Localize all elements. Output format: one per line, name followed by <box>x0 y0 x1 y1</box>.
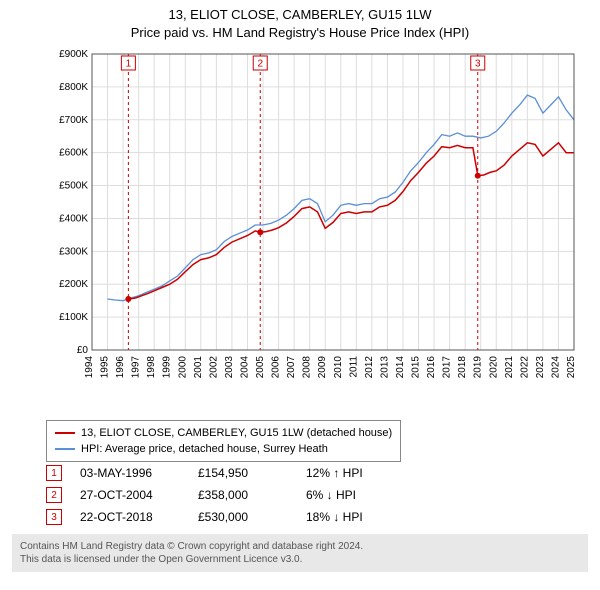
footer-line-1: Contains HM Land Registry data © Crown c… <box>20 540 580 553</box>
svg-text:2024: 2024 <box>550 356 561 378</box>
svg-text:2000: 2000 <box>177 356 188 378</box>
legend-swatch-hpi <box>55 448 75 450</box>
svg-text:1995: 1995 <box>100 356 111 378</box>
svg-text:2025: 2025 <box>566 356 577 378</box>
svg-text:2009: 2009 <box>317 356 328 378</box>
sale-delta-2: 6% ↓ HPI <box>306 488 396 502</box>
svg-text:2015: 2015 <box>411 356 422 378</box>
svg-text:2014: 2014 <box>395 356 406 378</box>
svg-text:£0: £0 <box>77 345 89 356</box>
title-block: 13, ELIOT CLOSE, CAMBERLEY, GU15 1LW Pri… <box>0 0 600 42</box>
sale-price-2: £358,000 <box>198 488 288 502</box>
chart-container: 13, ELIOT CLOSE, CAMBERLEY, GU15 1LW Pri… <box>0 0 600 590</box>
svg-text:1997: 1997 <box>131 356 142 378</box>
sale-date-3: 22-OCT-2018 <box>80 510 180 524</box>
svg-text:2018: 2018 <box>457 356 468 378</box>
svg-text:2022: 2022 <box>519 356 530 378</box>
svg-text:2023: 2023 <box>535 356 546 378</box>
svg-text:1994: 1994 <box>84 356 95 378</box>
legend-row-series: 13, ELIOT CLOSE, CAMBERLEY, GU15 1LW (de… <box>55 425 392 441</box>
svg-text:2011: 2011 <box>348 356 359 378</box>
svg-text:2004: 2004 <box>239 356 250 378</box>
svg-text:2020: 2020 <box>488 356 499 378</box>
svg-text:1998: 1998 <box>146 356 157 378</box>
svg-text:£800K: £800K <box>59 82 88 93</box>
svg-text:£500K: £500K <box>59 181 88 192</box>
svg-text:3: 3 <box>475 59 481 70</box>
svg-text:£300K: £300K <box>59 246 88 257</box>
svg-text:1996: 1996 <box>115 356 126 378</box>
sale-delta-1: 12% ↑ HPI <box>306 466 396 480</box>
svg-text:2021: 2021 <box>504 356 515 378</box>
svg-text:2013: 2013 <box>379 356 390 378</box>
svg-text:1: 1 <box>126 59 132 70</box>
svg-text:2008: 2008 <box>302 356 313 378</box>
svg-text:2016: 2016 <box>426 356 437 378</box>
sale-marker-2: 2 <box>46 487 62 503</box>
chart-area: £0 £100K £200K £300K £400K £500K £600K £700K £80… <box>46 48 580 378</box>
sales-row-1: 1 03-MAY-1996 £154,950 12% ↑ HPI <box>46 462 396 484</box>
legend-swatch-price-paid <box>55 432 75 434</box>
svg-text:2007: 2007 <box>286 356 297 378</box>
svg-text:2001: 2001 <box>193 356 204 378</box>
legend-row-hpi: HPI: Average price, detached house, Surr… <box>55 441 392 457</box>
sales-table: 1 03-MAY-1996 £154,950 12% ↑ HPI 2 27-OC… <box>46 462 396 528</box>
legend-label-hpi: HPI: Average price, detached house, Surr… <box>81 443 328 455</box>
sales-row-3: 3 22-OCT-2018 £530,000 18% ↓ HPI <box>46 506 396 528</box>
svg-text:£200K: £200K <box>59 279 88 290</box>
svg-text:£100K: £100K <box>59 312 88 323</box>
svg-text:£600K: £600K <box>59 148 88 159</box>
chart-svg: £0 £100K £200K £300K £400K £500K £600K £700K £80… <box>46 48 580 378</box>
svg-text:2005: 2005 <box>255 356 266 378</box>
sale-price-3: £530,000 <box>198 510 288 524</box>
title-line-2: Price paid vs. HM Land Registry's House … <box>0 24 600 42</box>
svg-text:£900K: £900K <box>59 49 88 60</box>
svg-text:2012: 2012 <box>364 356 375 378</box>
svg-text:£400K: £400K <box>59 213 88 224</box>
svg-text:£700K: £700K <box>59 115 88 126</box>
sale-marker-3: 3 <box>46 509 62 525</box>
legend-label-price-paid: 13, ELIOT CLOSE, CAMBERLEY, GU15 1LW (de… <box>81 427 392 439</box>
title-line-1: 13, ELIOT CLOSE, CAMBERLEY, GU15 1LW <box>0 6 600 24</box>
sale-price-1: £154,950 <box>198 466 288 480</box>
svg-text:2002: 2002 <box>208 356 219 378</box>
legend-box: 13, ELIOT CLOSE, CAMBERLEY, GU15 1LW (de… <box>46 420 401 462</box>
sale-date-2: 27-OCT-2004 <box>80 488 180 502</box>
footer: Contains HM Land Registry data © Crown c… <box>12 534 588 572</box>
sale-marker-1: 1 <box>46 465 62 481</box>
svg-text:2019: 2019 <box>473 356 484 378</box>
svg-text:2017: 2017 <box>442 356 453 378</box>
svg-text:2: 2 <box>257 59 263 70</box>
svg-text:2003: 2003 <box>224 356 235 378</box>
sale-delta-3: 18% ↓ HPI <box>306 510 396 524</box>
footer-line-2: This data is licensed under the Open Gov… <box>20 553 580 566</box>
svg-text:2006: 2006 <box>271 356 282 378</box>
sales-row-2: 2 27-OCT-2004 £358,000 6% ↓ HPI <box>46 484 396 506</box>
svg-text:1999: 1999 <box>162 356 173 378</box>
svg-text:2010: 2010 <box>333 356 344 378</box>
sale-date-1: 03-MAY-1996 <box>80 466 180 480</box>
